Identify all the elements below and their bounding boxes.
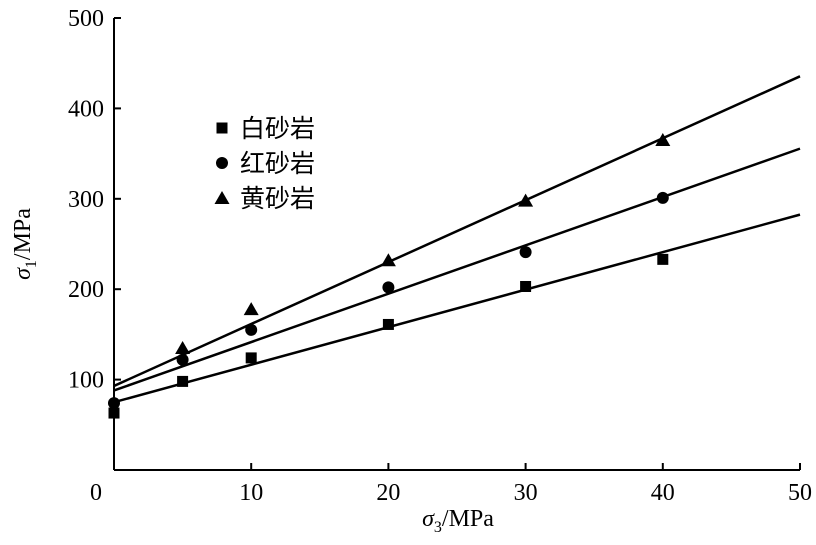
point-triangle	[518, 193, 534, 207]
fit-line-circle	[113, 147, 801, 392]
point-square	[177, 375, 189, 387]
point-triangle	[655, 133, 671, 147]
y-axis-title: σ1/MPa	[10, 208, 40, 280]
y-tick-label: 300	[68, 187, 104, 213]
point-triangle	[175, 340, 191, 354]
point-square	[382, 318, 394, 330]
x-ticks: 0 10 20 30 40 50	[90, 463, 812, 506]
y-tick-label: 500	[68, 6, 104, 32]
legend-label: 白砂岩	[240, 114, 315, 143]
y-tick-label: 100	[68, 368, 104, 394]
point-circle	[176, 353, 189, 366]
legend-marker-triangle	[214, 191, 230, 204]
y-tick-label: 400	[68, 96, 104, 122]
fit-lines	[113, 75, 801, 404]
x-tick-label: 20	[376, 480, 400, 506]
point-square	[108, 407, 120, 419]
series-triangle-points	[175, 133, 671, 354]
x-tick-label: 40	[651, 480, 675, 506]
x-tick-label: 30	[514, 480, 538, 506]
point-circle	[245, 323, 258, 336]
fit-line-square	[113, 213, 801, 404]
x-tick-label: 50	[788, 480, 812, 506]
legend-marker-square	[216, 122, 228, 134]
point-circle	[519, 246, 532, 259]
series-circle-points	[108, 191, 669, 410]
point-circle	[108, 397, 120, 410]
point-triangle	[380, 253, 396, 267]
legend-marker-circle	[216, 157, 228, 169]
point-circle	[656, 191, 669, 204]
series-square-points	[108, 253, 669, 419]
x-axis-title: σ3/MPa	[422, 506, 494, 536]
point-square	[520, 280, 532, 292]
point-circle	[382, 281, 395, 294]
legend-label: 红砂岩	[240, 149, 315, 178]
y-tick-label: 200	[68, 277, 104, 303]
point-triangle	[243, 302, 259, 316]
legend-label: 黄砂岩	[240, 184, 315, 213]
x-tick-label: 0	[90, 480, 102, 506]
point-square	[245, 352, 257, 364]
x-tick-label: 10	[239, 480, 263, 506]
fit-line-triangle	[113, 75, 801, 388]
point-square	[657, 253, 669, 265]
y-ticks: 100 200 300 400 500	[68, 6, 121, 394]
axes: 0 10 20 30 40 50 100 200 300 400 500	[68, 6, 812, 506]
data-points	[108, 133, 671, 419]
